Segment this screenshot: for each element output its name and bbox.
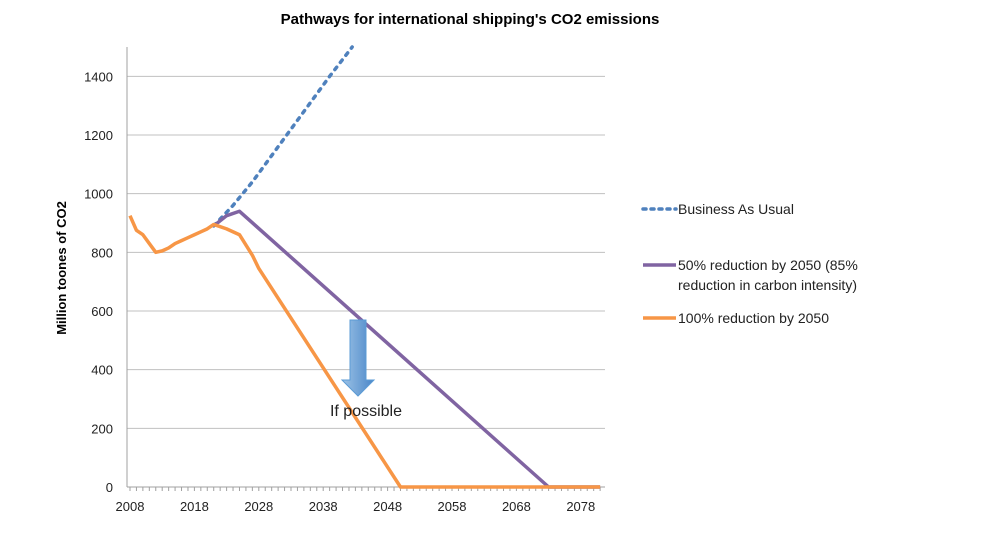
x-tick-label: 2018 xyxy=(180,499,209,514)
down-arrow-icon xyxy=(340,319,376,397)
x-tick-label: 2038 xyxy=(309,499,338,514)
y-tick-label: 200 xyxy=(91,421,113,436)
y-tick-label: 0 xyxy=(106,480,113,495)
x-tick-label: 2068 xyxy=(502,499,531,514)
y-tick-label: 800 xyxy=(91,245,113,260)
x-tick-label: 2058 xyxy=(438,499,467,514)
x-tick-label: 2028 xyxy=(244,499,273,514)
y-tick-label: 400 xyxy=(91,363,113,378)
x-tick-label: 2078 xyxy=(566,499,595,514)
chart-title: Pathways for international shipping's CO… xyxy=(281,11,660,28)
y-tick-label: 600 xyxy=(91,304,113,319)
series-line xyxy=(128,214,601,489)
x-tick-label: 2008 xyxy=(116,499,145,514)
y-axis-label: Million toones of CO2 xyxy=(54,201,69,335)
y-tick-label: 1400 xyxy=(84,69,113,84)
annotation-text: If possible xyxy=(330,403,402,420)
legend-label: 50% reduction by 2050 (85% reduction in c… xyxy=(678,257,858,293)
x-tick-label: 2048 xyxy=(373,499,402,514)
y-tick-label: 1200 xyxy=(84,128,113,143)
legend-label: 100% reduction by 2050 xyxy=(678,310,829,326)
series-line xyxy=(211,45,354,228)
legend-label: Business As Usual xyxy=(678,201,794,217)
y-tick-label: 1000 xyxy=(84,187,113,202)
annotation: If possible xyxy=(330,319,402,420)
